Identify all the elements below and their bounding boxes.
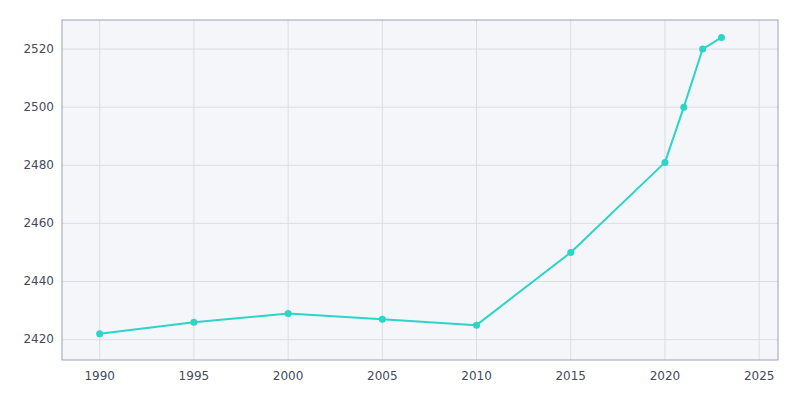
x-grid-line (476, 20, 477, 360)
y-tick-label: 2500 (23, 100, 54, 114)
y-tick-label: 2460 (23, 216, 54, 230)
y-grid-line (62, 165, 778, 166)
y-grid-line (62, 281, 778, 282)
x-grid-line (193, 20, 194, 360)
point (680, 104, 687, 111)
y-tick-label: 2520 (23, 42, 54, 56)
plot-frame (62, 20, 778, 360)
x-grid-line (570, 20, 571, 360)
point (190, 319, 197, 326)
x-tick-label: 2020 (650, 369, 681, 383)
point (379, 316, 386, 323)
point (96, 330, 103, 337)
grid (62, 20, 778, 360)
x-tick-label: 2000 (273, 369, 304, 383)
point (661, 159, 668, 166)
point (718, 34, 725, 41)
x-grid-line (664, 20, 665, 360)
point (473, 322, 480, 329)
x-tick-label: 2025 (744, 369, 775, 383)
line (100, 37, 722, 333)
x-tick-label: 2005 (367, 369, 398, 383)
x-tick-label: 2015 (555, 369, 586, 383)
series (96, 34, 725, 337)
x-grid-line (288, 20, 289, 360)
y-grid-line (62, 107, 778, 108)
point (567, 249, 574, 256)
chart-svg: 2420 2440 2460 2480 2500 2520 1990 1995 2000 2005… (0, 0, 800, 400)
y-tick-label: 2440 (23, 274, 54, 288)
point (699, 46, 706, 53)
x-grid-line (759, 20, 760, 360)
x-grid-line (99, 20, 100, 360)
x-tick-label: 1995 (179, 369, 210, 383)
y-grid-line (62, 339, 778, 340)
point (285, 310, 292, 317)
x-tick-label: 1990 (84, 369, 115, 383)
y-tick-label: 2480 (23, 158, 54, 172)
y-grid-line (62, 49, 778, 50)
plot-background (62, 20, 778, 360)
y-tick-label: 2420 (23, 332, 54, 346)
x-grid-line (382, 20, 383, 360)
chart-container: 2420 2440 2460 2480 2500 2520 1990 1995 2000 2005… (0, 0, 800, 400)
y-grid-line (62, 223, 778, 224)
x-tick-label: 2010 (461, 369, 492, 383)
